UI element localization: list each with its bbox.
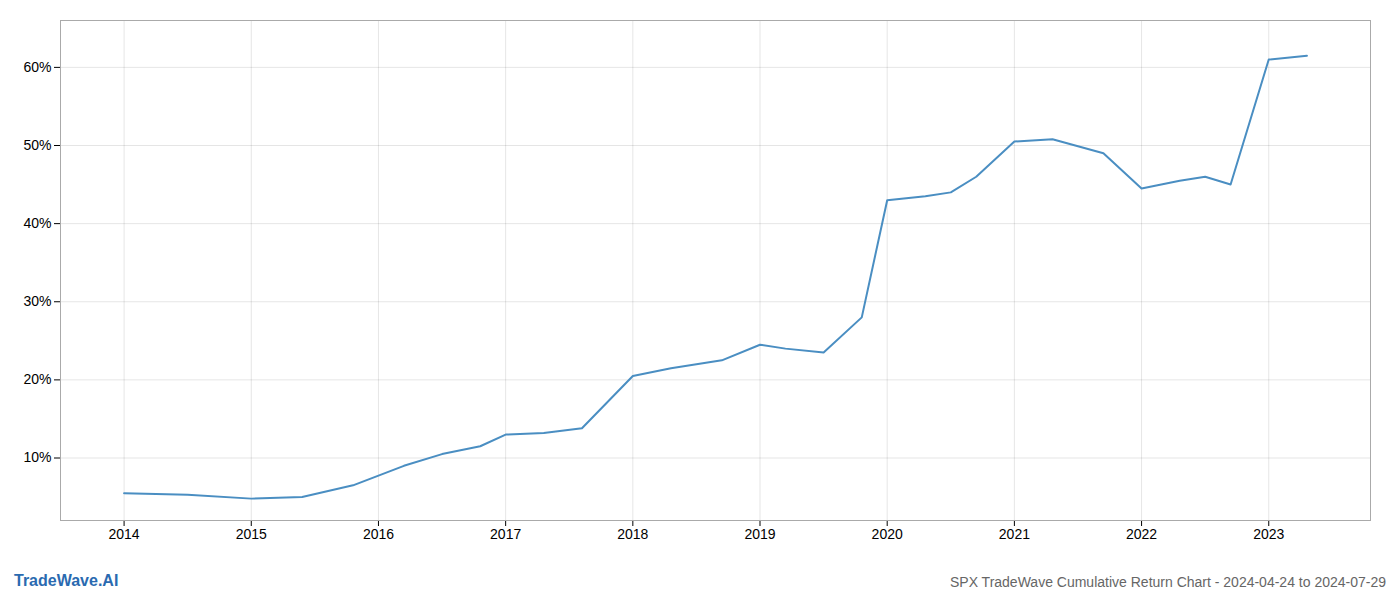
svg-text:2022: 2022 [1126, 526, 1157, 542]
svg-text:50%: 50% [23, 137, 51, 153]
html-text:TradeWave.AI: TradeWave.AI [14, 572, 119, 589]
html-text:SPX TradeWave Cumulative Retur: SPX TradeWave Cumulative Return Chart - … [950, 574, 1386, 590]
svg-text:10%: 10% [23, 449, 51, 465]
svg-text:60%: 60% [23, 59, 51, 75]
svg-text:2016: 2016 [363, 526, 394, 542]
svg-text:40%: 40% [23, 215, 51, 231]
svg-text:30%: 30% [23, 293, 51, 309]
svg-text:2023: 2023 [1253, 526, 1284, 542]
svg-text:20%: 20% [23, 371, 51, 387]
svg-text:2021: 2021 [999, 526, 1030, 542]
svg-text:2018: 2018 [617, 526, 648, 542]
svg-text:2019: 2019 [744, 526, 775, 542]
svg-text:2014: 2014 [109, 526, 140, 542]
svg-text:2015: 2015 [236, 526, 267, 542]
svg-text:2020: 2020 [872, 526, 903, 542]
svg-text:2017: 2017 [490, 526, 521, 542]
